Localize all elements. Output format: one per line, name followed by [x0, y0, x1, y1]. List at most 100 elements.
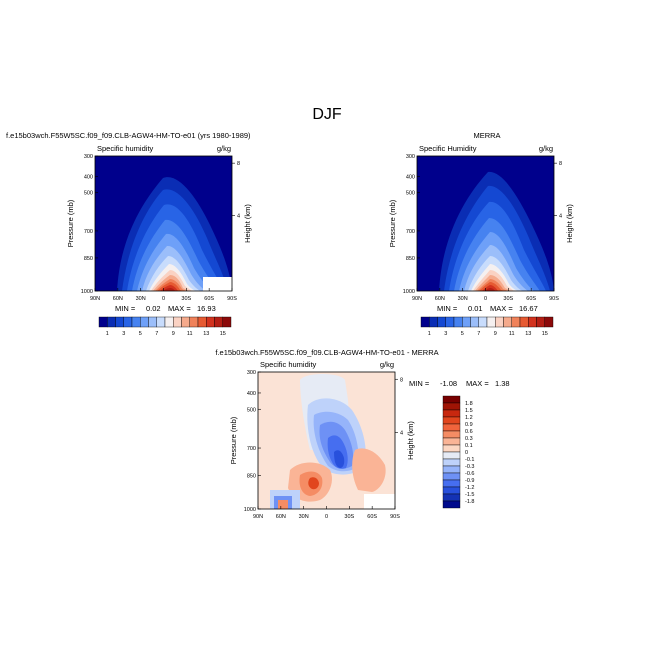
- colorbar-label: 1: [428, 331, 431, 337]
- y-tick-label: 400: [406, 175, 415, 181]
- colorbar-swatch: [181, 316, 190, 328]
- colorbar-label: 9: [172, 331, 175, 337]
- colorbar-swatch: [519, 316, 529, 328]
- colorbar-swatch: [442, 395, 461, 404]
- y-tick-label: 500: [406, 191, 415, 197]
- y-tick-label: 500: [84, 191, 93, 197]
- colorbar-swatch: [442, 486, 461, 495]
- colorbar-label: -0.1: [465, 457, 474, 463]
- panel-diff-field: [258, 372, 395, 509]
- x-tick-label: 90S: [227, 296, 237, 302]
- colorbar-merra: 1 3 5 7 9 11 13 15: [420, 316, 554, 337]
- colorbar-label: -1.5: [465, 492, 474, 498]
- colorbar-swatch: [442, 472, 461, 481]
- y-right-tick-label: 8: [559, 161, 562, 167]
- x-tick-label: 90N: [412, 296, 422, 302]
- y-axis-title: Pressure (mb): [229, 416, 238, 464]
- colorbar-swatch: [164, 316, 174, 328]
- panel-diff-axes: 90N 60N 30N 0 30S 60S 90S 300 400 500 700 850 1000 8 4…: [229, 370, 415, 520]
- y-right-tick-label: 8: [400, 377, 403, 383]
- max-label: MAX =: [490, 304, 513, 313]
- x-tick-label: 90N: [253, 514, 263, 520]
- min-label: MIN =: [437, 304, 458, 313]
- colorbar-swatch: [442, 451, 461, 460]
- panel-model-field: [95, 156, 232, 291]
- x-tick-label: 60S: [367, 514, 377, 520]
- y-tick-label: 400: [247, 391, 256, 397]
- colorbar-swatch: [429, 316, 438, 328]
- contour-fill: [308, 477, 319, 490]
- x-tick-label: 30S: [181, 296, 191, 302]
- colorbar-diff: 1.81.51.20.90.60.30.10-0.1-0.3-0.6-0.9-1…: [442, 395, 474, 509]
- panel-merra-field: [417, 156, 554, 291]
- colorbar-label: 0.1: [465, 443, 473, 449]
- y-tick-label: 700: [247, 446, 256, 452]
- colorbar-model: 1 3 5 7 9 11 13 15: [98, 316, 232, 337]
- colorbar-label: 7: [155, 331, 158, 337]
- colorbar-swatch: [528, 316, 537, 328]
- x-tick-label: 60N: [113, 296, 123, 302]
- panel-diff: f.e15b03wch.F55W5SC.f09_f09.CLB-AGW4-HM-…: [215, 348, 438, 520]
- y-tick-label: 1000: [403, 289, 415, 295]
- colorbar-swatch: [478, 316, 488, 328]
- y-tick-label: 850: [84, 256, 93, 262]
- colorbar-label: 1: [106, 331, 109, 337]
- colorbar-label: -0.6: [465, 471, 474, 477]
- y-right-tick-label: 4: [237, 214, 240, 220]
- colorbar-swatch: [511, 316, 521, 328]
- colorbar-swatch: [462, 316, 471, 328]
- colorbar-swatch: [442, 416, 461, 425]
- contour-fill: [352, 448, 386, 492]
- y-tick-label: 500: [247, 407, 256, 413]
- min-value: 0.02: [146, 304, 161, 313]
- y-tick-label: 700: [406, 229, 415, 235]
- colorbar-swatch: [442, 423, 461, 432]
- x-tick-label: 30N: [136, 296, 146, 302]
- missing-data-mask: [364, 494, 395, 509]
- x-tick-label: 60N: [435, 296, 445, 302]
- x-tick-label: 0: [325, 514, 328, 520]
- colorbar-swatch: [98, 316, 108, 328]
- panel-merra-units: g/kg: [539, 144, 553, 153]
- contour-fill: [485, 288, 495, 291]
- colorbar-swatch: [156, 316, 166, 328]
- y-tick-label: 300: [84, 154, 93, 160]
- colorbar-swatch: [442, 444, 461, 453]
- y-tick-label: 400: [84, 175, 93, 181]
- colorbar-swatch: [437, 316, 446, 328]
- colorbar-swatch: [486, 316, 496, 328]
- x-tick-label: 0: [484, 296, 487, 302]
- colorbar-swatch: [495, 316, 504, 328]
- min-label: MIN =: [409, 379, 430, 388]
- colorbar-label: 3: [122, 331, 125, 337]
- panel-diff-title: f.e15b03wch.F55W5SC.f09_f09.CLB-AGW4-HM-…: [215, 348, 438, 357]
- panel-diff-units: g/kg: [380, 360, 394, 369]
- y-right-axis-title: Height (km): [565, 204, 574, 243]
- y-right-tick-label: 8: [237, 161, 240, 167]
- colorbar-swatch: [189, 316, 199, 328]
- colorbar-label: -1.2: [465, 485, 474, 491]
- colorbar-swatch: [442, 402, 461, 411]
- y-right-tick-label: 4: [559, 214, 562, 220]
- panel-model-title: f.e15b03wch.F55W5SC.f09_f09.CLB-AGW4-HM-…: [6, 131, 251, 140]
- colorbar-label: 15: [542, 331, 548, 337]
- colorbar-label: 11: [509, 331, 515, 337]
- x-tick-label: 30N: [299, 514, 309, 520]
- colorbar-label: 1.8: [465, 401, 473, 407]
- colorbar-swatch: [442, 500, 461, 509]
- colorbar-label: -1.8: [465, 499, 474, 505]
- y-right-axis-title: Height (km): [243, 204, 252, 243]
- colorbar-label: 7: [477, 331, 480, 337]
- colorbar-swatch: [453, 316, 463, 328]
- x-tick-label: 30N: [458, 296, 468, 302]
- x-tick-label: 90S: [549, 296, 559, 302]
- minmax-merra: MIN = 0.01 MAX = 16.67: [437, 304, 538, 313]
- y-tick-label: 300: [247, 370, 256, 376]
- panel-model: f.e15b03wch.F55W5SC.f09_f09.CLB-AGW4-HM-…: [6, 131, 252, 302]
- colorbar-swatch: [222, 316, 232, 328]
- colorbar-swatch: [140, 316, 149, 328]
- colorbar-swatch: [206, 316, 215, 328]
- colorbar-swatch: [503, 316, 512, 328]
- minmax-diff: MIN = -1.08 MAX = 1.38: [409, 379, 510, 388]
